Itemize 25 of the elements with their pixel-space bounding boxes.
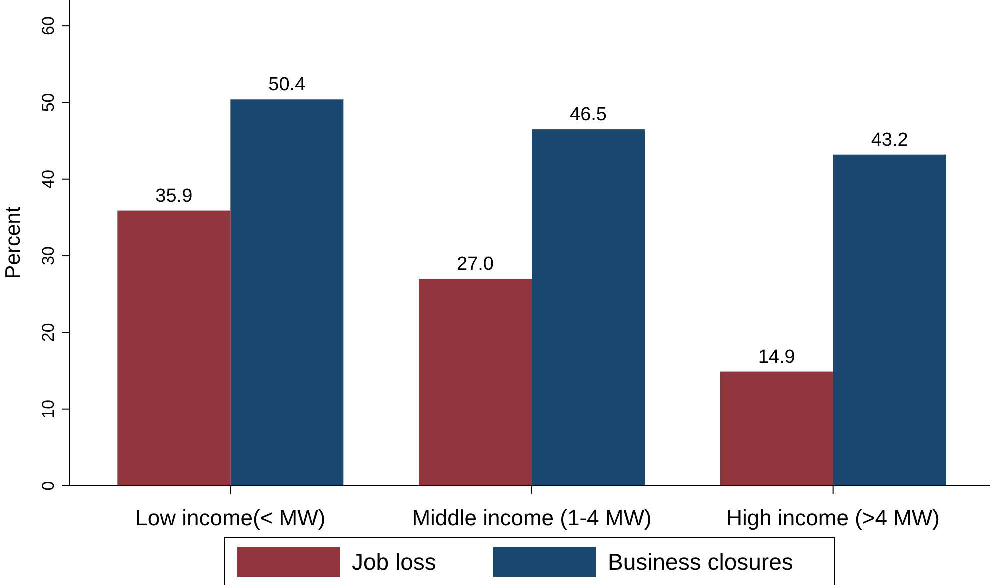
data-label: 50.4 [268,74,306,96]
y-tick-label: 40 [38,170,58,189]
y-tick-label: 60 [38,16,58,36]
x-tick-label: Low income(< MW) [136,506,326,531]
data-label: 35.9 [156,186,193,207]
y-axis-title: Percent [2,206,25,280]
bar [230,100,344,486]
bar [118,210,231,486]
bar [720,372,834,486]
x-tick-label: Middle income (1-4 MW) [412,506,652,531]
x-tick-label: High income (>4 MW) [726,506,940,531]
bar [833,154,946,486]
bar [532,130,645,486]
y-tick-label: 20 [38,323,58,342]
data-label: 27.0 [457,254,494,276]
y-tick-label: 50 [38,93,58,112]
bar [419,279,532,486]
legend-label: Business closures [608,549,794,575]
y-tick-label: 0 [38,481,58,491]
data-label: 14.9 [758,346,796,368]
y-tick-label: 30 [38,246,58,266]
legend-label: Job loss [352,549,436,575]
data-label: 43.2 [871,130,908,151]
y-tick-label: 10 [38,400,58,419]
data-label: 46.5 [570,104,607,126]
